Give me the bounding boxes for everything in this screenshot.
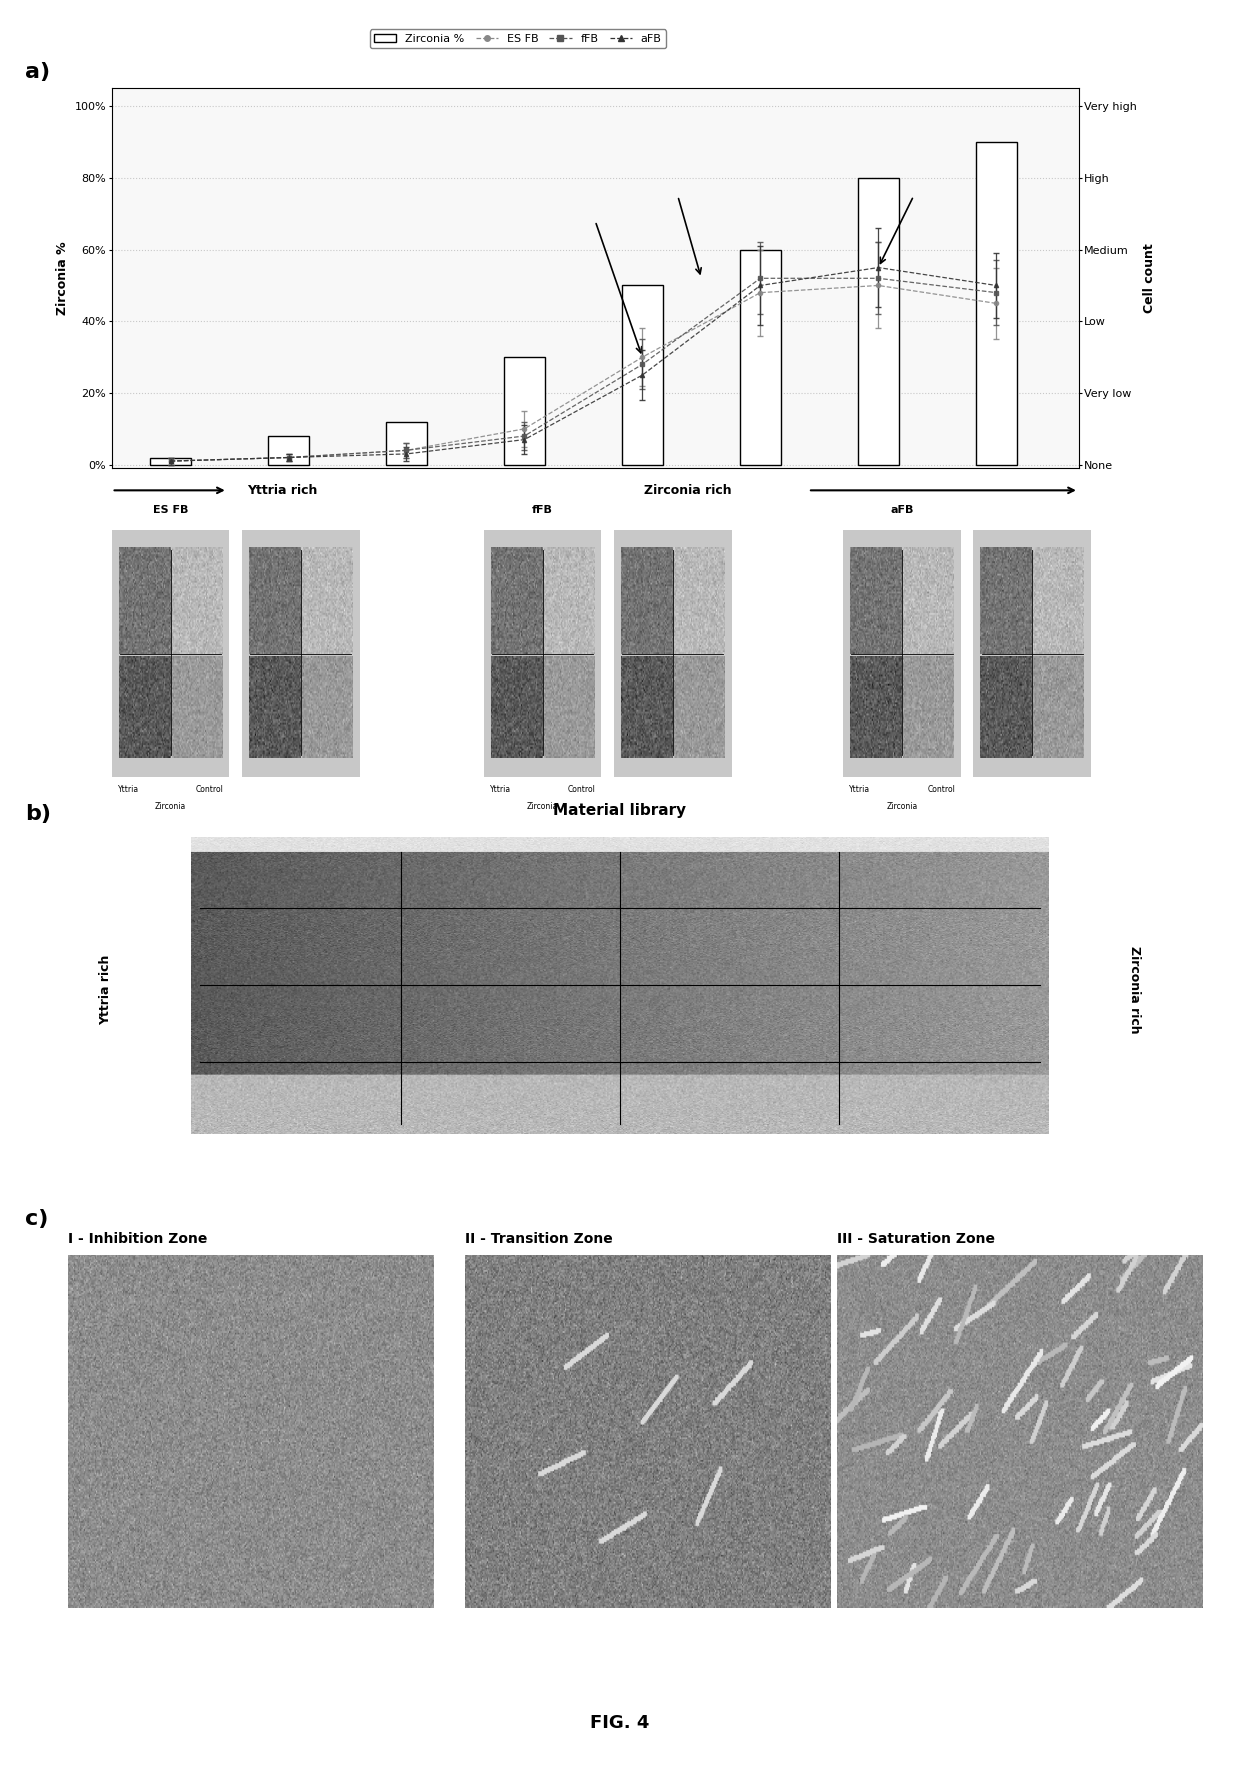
Text: Yttria: Yttria	[849, 785, 870, 793]
Text: Zirconia: Zirconia	[155, 802, 186, 811]
Text: FIG. 4: FIG. 4	[590, 1714, 650, 1732]
Bar	[621, 286, 663, 465]
FancyBboxPatch shape	[104, 516, 237, 792]
Text: Control: Control	[568, 785, 595, 793]
Text: Zirconia rich: Zirconia rich	[644, 484, 732, 497]
Text: fFB: fFB	[532, 505, 553, 516]
Bar	[386, 422, 427, 465]
Text: Zirconia: Zirconia	[887, 802, 918, 811]
Text: c): c)	[25, 1209, 48, 1228]
Bar	[268, 436, 309, 465]
Text: Control: Control	[196, 785, 223, 793]
Text: Yttria: Yttria	[490, 785, 511, 793]
Text: Yttria rich: Yttria rich	[247, 484, 317, 497]
FancyBboxPatch shape	[606, 516, 739, 792]
Text: III - Saturation Zone: III - Saturation Zone	[837, 1232, 994, 1246]
FancyBboxPatch shape	[836, 516, 968, 792]
Text: aFB: aFB	[890, 505, 914, 516]
Bar	[858, 178, 899, 465]
Bar	[976, 141, 1017, 465]
Text: a): a)	[25, 62, 50, 81]
Y-axis label: Zirconia %: Zirconia %	[56, 242, 69, 315]
Text: Yttria: Yttria	[118, 785, 139, 793]
Y-axis label: Cell count: Cell count	[1143, 244, 1156, 313]
FancyBboxPatch shape	[234, 516, 367, 792]
Bar	[150, 458, 191, 465]
FancyBboxPatch shape	[476, 516, 609, 792]
Text: II - Transition Zone: II - Transition Zone	[465, 1232, 613, 1246]
Bar	[740, 249, 781, 465]
Text: I - Inhibition Zone: I - Inhibition Zone	[68, 1232, 207, 1246]
FancyBboxPatch shape	[966, 516, 1099, 792]
Text: Yttria rich: Yttria rich	[99, 954, 112, 1025]
Text: Control: Control	[928, 785, 955, 793]
Legend: Zirconia %, ES FB, fFB, aFB: Zirconia %, ES FB, fFB, aFB	[370, 30, 666, 48]
Text: ES FB: ES FB	[153, 505, 188, 516]
Text: Zirconia rich: Zirconia rich	[1128, 945, 1141, 1034]
Bar	[503, 357, 546, 465]
Text: Zirconia: Zirconia	[527, 802, 558, 811]
Text: b): b)	[25, 804, 51, 823]
Text: Material library: Material library	[553, 804, 687, 818]
